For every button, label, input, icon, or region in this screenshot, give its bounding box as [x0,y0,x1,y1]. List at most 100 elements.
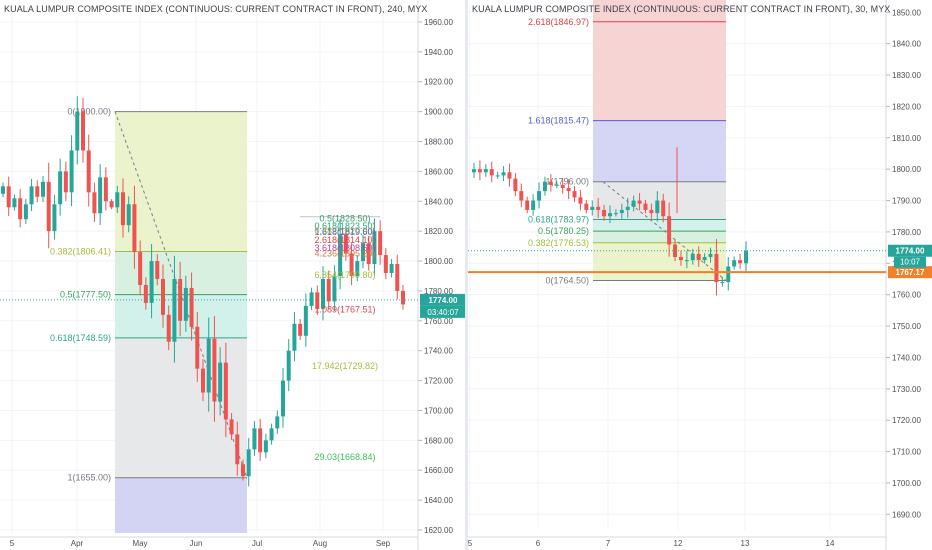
candle-body [667,216,672,245]
candle-body [372,231,377,265]
last-price-value: 1774.00 [896,247,925,256]
candle-body [75,111,80,151]
candle-body [566,187,571,192]
y-axis-tick-label: 1810.00 [892,134,921,143]
y-axis-tick-label: 1880.00 [424,137,453,146]
candle-body [18,198,23,220]
candle-body [281,380,285,417]
y-axis-tick-label: 1800.00 [892,165,921,174]
fib-level-label: 0.5(1777.50) [60,290,111,300]
x-axis-tick-label: 5 [468,539,473,548]
y-axis-tick-label: 1860.00 [424,167,453,176]
y-axis-tick-label: 1840.00 [424,197,453,206]
candle-body [355,261,360,276]
last-price-badge [888,244,932,257]
candle-body [103,177,108,202]
chart-panel-left[interactable]: KUALA LUMPUR COMPOSITE INDEX (CONTINUOUS… [0,0,466,550]
candle-body [155,261,160,279]
candle-body [649,209,654,214]
countdown-badge [894,256,926,268]
fib-cluster-label: 0.382(1820.00) [314,226,375,236]
candle-body [143,284,148,303]
candle-body [29,186,34,205]
fib-cluster-label: 29.03(1668.84) [314,452,375,462]
candle-body [732,260,737,267]
y-axis-tick-label: 1680.00 [424,436,453,445]
fib-zone-right [593,21,726,121]
level-badge [888,266,932,279]
candle-body [655,200,660,214]
candle-body [596,206,601,210]
candle-body [212,338,217,402]
y-axis-tick-label: 1740.00 [424,347,453,356]
x-axis-tick-label: May [132,539,147,548]
candle-body [201,368,205,393]
x-axis-tick-label: 13 [741,539,750,548]
y-axis-tick-label: 1720.00 [424,377,453,386]
candle-body [584,203,589,210]
level-value: 1767.17 [896,268,925,277]
candle-body [132,204,137,253]
candle-body [23,204,28,220]
fib-cluster-label: 1.618(1819.60) [314,227,375,237]
candle-body [578,197,583,204]
y-axis-tick-label: 1850.00 [892,8,921,17]
candle-body [554,184,559,186]
candle-body [98,177,103,214]
y-axis-tick-label: 1710.00 [892,448,921,457]
candle-body [246,449,251,477]
chart-right-svg[interactable]: 1850.00 1840.00 1830.00 1820.00 1810.00 1800.… [468,0,932,550]
candle-body [315,292,320,309]
candle-body [738,260,743,264]
y-axis-tick-label: 1920.00 [424,78,453,87]
candle-body [275,416,280,429]
candle-body [702,257,707,261]
candle-body [172,278,177,342]
candle-body [483,169,488,173]
y-axis-tick-label: 1760.00 [424,317,453,326]
y-axis-tick-label: 1820.00 [892,102,921,111]
y-axis-tick-label: 1620.00 [424,526,453,535]
fib-cluster-label: 0.5(1828.50) [319,213,370,223]
candle-body [744,250,748,264]
candle-body [684,260,689,262]
x-axis-tick-label: 6 [536,539,541,548]
x-axis-tick-label: Aug [313,539,327,548]
candle-body [643,203,648,210]
fib-level-label: 0.618(1783.97) [528,214,589,224]
candle-body [81,111,85,151]
fib-level-label: 1(1655.00) [67,473,111,483]
candle-body [292,323,297,351]
y-axis-tick-label: 1720.00 [892,416,921,425]
countdown-badge [420,305,466,318]
candle-body [513,178,518,192]
y-axis-tick-label: 1820.00 [424,227,453,236]
x-axis-tick-label: Jul [252,539,262,548]
chart-left-svg[interactable]: 1960.00 1940.00 1920.00 1900.00 1880.00 1860.… [0,0,466,550]
candle-body [241,464,245,477]
candle-body [138,252,143,285]
y-axis-tick-label: 1700.00 [424,406,453,415]
candle-body [115,192,120,208]
y-axis-tick-label: 1660.00 [424,466,453,475]
candle-body [63,171,68,193]
panel-divider[interactable] [465,0,468,550]
candle-body [507,172,512,179]
chart-title-left: KUALA LUMPUR COMPOSITE INDEX (CONTINUOUS… [4,4,428,14]
y-axis-tick-label: 1940.00 [424,48,453,57]
y-axis-tick-label: 1830.00 [892,71,921,80]
fib-level-label: 0(1764.50) [545,276,589,286]
fib-level-label: 0.618(1748.59) [50,333,111,343]
candle-body [195,326,200,369]
x-axis-tick-label: Jun [190,539,203,548]
candle-body [223,362,228,420]
fib-cluster-label: 6.854(1790.80) [314,270,375,280]
y-axis-tick-label: 1900.00 [424,108,453,117]
candle-body [6,186,11,208]
candle-body [235,434,240,465]
candle-body [625,206,630,210]
candle-body [542,181,547,192]
candle-body [126,204,131,226]
chart-panel-right[interactable]: KUALA LUMPUR COMPOSITE INDEX (CONTINUOUS… [468,0,932,550]
candle-body [263,440,268,453]
